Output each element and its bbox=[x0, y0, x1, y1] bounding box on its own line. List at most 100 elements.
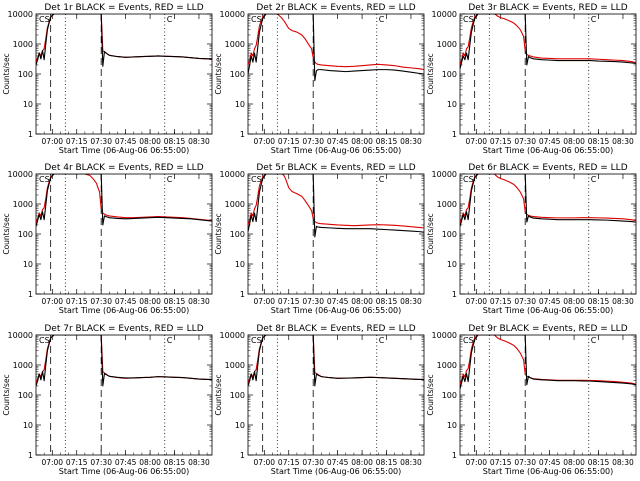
x-tick-label: 08:15 bbox=[588, 297, 610, 306]
x-tick-label: 07:00 bbox=[253, 458, 275, 467]
annotation-label: C bbox=[379, 336, 385, 345]
chart-panel-9: Det 9r BLACK = Events, RED = LLD 1 10 100 10… bbox=[426, 324, 637, 476]
x-tick-label: 07:00 bbox=[41, 297, 63, 306]
plot-frame bbox=[459, 173, 637, 295]
x-tick-label: 08:30 bbox=[612, 458, 634, 467]
y-tick-label: 100 bbox=[442, 230, 457, 239]
y-tick-label: 10 bbox=[447, 421, 457, 430]
x-tick-label: 07:45 bbox=[115, 297, 137, 306]
x-tick-label: 07:00 bbox=[465, 137, 487, 146]
chart-title: Det 5r BLACK = Events, RED = LLD bbox=[256, 163, 415, 173]
annotation-label: C bbox=[167, 336, 173, 345]
y-tick-label: 1000 bbox=[437, 200, 457, 209]
x-tick-label: 08:00 bbox=[139, 458, 161, 467]
y-tick-label: 1000 bbox=[225, 361, 245, 370]
series-line-red bbox=[460, 335, 636, 385]
y-tick-label: 10000 bbox=[8, 170, 33, 179]
y-tick-label: 10000 bbox=[8, 331, 33, 340]
x-tick-label: 07:45 bbox=[327, 458, 349, 467]
x-tick-label: 08:15 bbox=[376, 137, 398, 146]
annotation-label: C bbox=[379, 175, 385, 184]
x-tick-label: 08:00 bbox=[351, 137, 373, 146]
x-tick-label: 07:45 bbox=[327, 297, 349, 306]
plot-frame bbox=[35, 173, 213, 295]
y-tick-label: 100 bbox=[442, 70, 457, 79]
x-axis-label: Start Time (06-Aug-06 06:55:00) bbox=[59, 306, 190, 315]
y-tick-label: 1000 bbox=[437, 361, 457, 370]
x-tick-label: 07:00 bbox=[41, 458, 63, 467]
y-tick-label: 10 bbox=[235, 260, 245, 269]
x-tick-label: 07:00 bbox=[253, 137, 275, 146]
x-tick-label: 07:15 bbox=[490, 297, 512, 306]
y-axis-label: Counts/sec bbox=[2, 53, 11, 94]
y-tick-label: 100 bbox=[230, 70, 245, 79]
x-tick-label: 07:30 bbox=[514, 297, 536, 306]
y-tick-label: 1000 bbox=[13, 200, 33, 209]
plot-frame bbox=[247, 13, 425, 135]
x-tick-label: 08:15 bbox=[164, 297, 186, 306]
y-tick-label: 10 bbox=[23, 421, 33, 430]
x-tick-label: 08:30 bbox=[400, 458, 422, 467]
y-axis-label: Counts/sec bbox=[426, 213, 435, 254]
series-line-red bbox=[248, 174, 424, 229]
x-tick-label: 08:30 bbox=[400, 297, 422, 306]
y-tick-label: 10 bbox=[447, 100, 457, 109]
chart-panel-4: Det 4r BLACK = Events, RED = LLD 1 10 100 10… bbox=[2, 163, 213, 315]
series-line-black bbox=[36, 335, 212, 387]
chart-panel-2: Det 2r BLACK = Events, RED = LLD 1 10 100 10… bbox=[214, 3, 425, 155]
x-tick-label: 07:30 bbox=[514, 458, 536, 467]
x-tick-label: 08:00 bbox=[139, 137, 161, 146]
x-tick-label: 08:15 bbox=[588, 458, 610, 467]
x-tick-label: 08:15 bbox=[588, 137, 610, 146]
x-axis-label: Start Time (06-Aug-06 06:55:00) bbox=[271, 146, 402, 155]
x-tick-label: 08:00 bbox=[563, 297, 585, 306]
x-tick-label: 07:00 bbox=[253, 297, 275, 306]
y-tick-label: 10 bbox=[23, 100, 33, 109]
annotation-label: C bbox=[591, 336, 597, 345]
chart-panel-3: Det 3r BLACK = Events, RED = LLD 1 10 100 10… bbox=[426, 3, 637, 155]
x-tick-label: 07:15 bbox=[278, 297, 300, 306]
y-tick-label: 1000 bbox=[437, 40, 457, 49]
annotation-label: CS bbox=[39, 175, 50, 184]
y-tick-label: 100 bbox=[230, 230, 245, 239]
x-axis-label: Start Time (06-Aug-06 06:55:00) bbox=[271, 306, 402, 315]
series-line-black bbox=[248, 14, 424, 82]
y-tick-label: 1 bbox=[452, 130, 457, 139]
y-tick-label: 100 bbox=[442, 391, 457, 400]
x-tick-label: 07:00 bbox=[465, 297, 487, 306]
annotation-label: C bbox=[167, 15, 173, 24]
x-tick-label: 08:15 bbox=[376, 458, 398, 467]
chart-title: Det 7r BLACK = Events, RED = LLD bbox=[44, 324, 203, 334]
x-tick-label: 07:00 bbox=[41, 137, 63, 146]
y-tick-label: 10 bbox=[235, 100, 245, 109]
annotation-label: C bbox=[379, 15, 385, 24]
x-tick-label: 07:45 bbox=[115, 137, 137, 146]
x-tick-label: 07:30 bbox=[90, 137, 112, 146]
chart-panel-8: Det 8r BLACK = Events, RED = LLD 1 10 100 10… bbox=[214, 324, 425, 476]
series-line-red bbox=[460, 14, 636, 66]
y-tick-label: 10000 bbox=[432, 170, 457, 179]
y-axis-label: Counts/sec bbox=[426, 374, 435, 415]
y-tick-label: 100 bbox=[18, 70, 33, 79]
series-line-black bbox=[460, 174, 636, 227]
series-line-red bbox=[248, 14, 424, 71]
y-axis-label: Counts/sec bbox=[214, 213, 223, 254]
series-line-black bbox=[248, 174, 424, 238]
y-tick-label: 1 bbox=[240, 290, 245, 299]
y-axis-label: Counts/sec bbox=[2, 374, 11, 415]
x-tick-label: 08:30 bbox=[612, 137, 634, 146]
x-tick-label: 07:15 bbox=[278, 137, 300, 146]
y-tick-label: 10000 bbox=[220, 331, 245, 340]
x-tick-label: 07:30 bbox=[90, 297, 112, 306]
series-line-red bbox=[248, 335, 424, 384]
x-tick-label: 07:30 bbox=[514, 137, 536, 146]
chart-title: Det 9r BLACK = Events, RED = LLD bbox=[468, 324, 627, 334]
y-tick-label: 100 bbox=[18, 230, 33, 239]
plot-frame bbox=[247, 173, 425, 295]
x-tick-label: 08:15 bbox=[164, 458, 186, 467]
y-axis-label: Counts/sec bbox=[214, 374, 223, 415]
y-tick-label: 1 bbox=[28, 130, 33, 139]
series-line-black bbox=[36, 174, 212, 227]
x-axis-label: Start Time (06-Aug-06 06:55:00) bbox=[271, 467, 402, 476]
x-tick-label: 07:30 bbox=[302, 137, 324, 146]
